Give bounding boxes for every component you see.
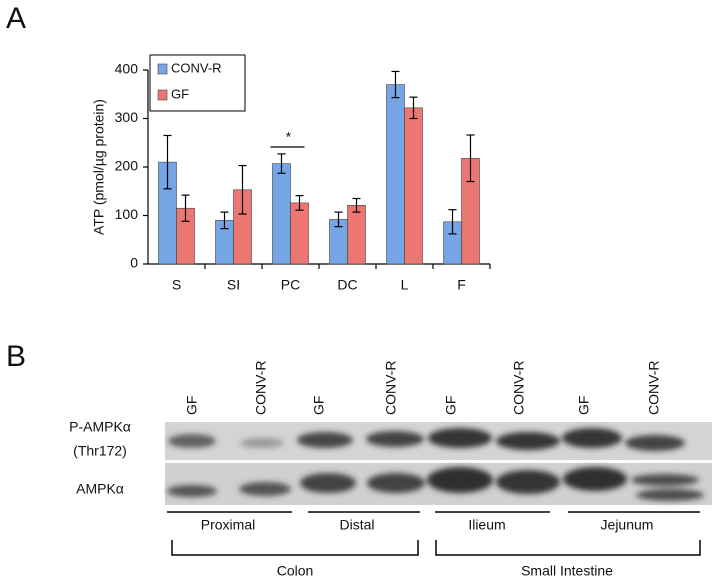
y-tick-label: 400 <box>115 61 139 77</box>
bar <box>386 84 405 265</box>
lane-label: CONV-R <box>646 361 662 415</box>
error-bar <box>238 164 247 215</box>
x-tick-label: S <box>172 277 181 293</box>
lane-label: GF <box>443 396 459 415</box>
legend-label: GF <box>171 86 189 101</box>
lane-label: GF <box>184 396 200 415</box>
x-tick-label: L <box>401 277 409 293</box>
bar <box>290 202 309 265</box>
bar <box>272 163 291 265</box>
row-label: (Thr172) <box>73 443 127 459</box>
lane-label: CONV-R <box>383 361 399 415</box>
y-axis-label: ATP (pmol/µg protein) <box>91 99 107 235</box>
lane-label: CONV-R <box>253 361 269 415</box>
y-tick-label: 100 <box>115 206 139 222</box>
legend-swatch <box>157 89 168 101</box>
legend-swatch <box>157 63 168 75</box>
error-bar <box>295 195 304 211</box>
error-bar <box>181 194 190 222</box>
x-tick-label: DC <box>337 277 357 293</box>
legend-label: CONV-R <box>171 60 222 75</box>
panel-label: A <box>6 2 26 35</box>
x-tick-label: F <box>457 277 466 293</box>
error-bar <box>277 153 286 174</box>
row-label: P-AMPKα <box>69 419 131 435</box>
error-bar <box>448 209 457 235</box>
error-bar <box>466 134 475 183</box>
row-label: AMPKα <box>76 481 124 497</box>
error-bar <box>334 211 343 228</box>
bands <box>167 428 704 501</box>
x-tick-label: SI <box>227 277 240 293</box>
annotation: * <box>286 129 292 145</box>
x-tick-label: PC <box>281 277 300 293</box>
group-label: Distal <box>339 517 374 533</box>
lane-label: GF <box>576 396 592 415</box>
group-label: Proximal <box>201 517 255 533</box>
blot <box>165 422 712 505</box>
lane-label: CONV-R <box>511 361 527 415</box>
error-bar <box>163 134 172 190</box>
group-label: Jejunum <box>601 517 654 533</box>
super-group-label: Colon <box>277 563 314 579</box>
error-bar <box>391 70 400 99</box>
error-bar <box>220 211 229 230</box>
error-bar <box>409 96 418 120</box>
brackets <box>167 511 701 556</box>
group-label: Ilieum <box>468 517 505 533</box>
super-group-label: Small Intestine <box>521 563 613 579</box>
y-tick-label: 200 <box>115 158 139 174</box>
panel-label: B <box>6 340 26 373</box>
lane-label: GF <box>311 396 327 415</box>
y-tick-label: 300 <box>115 109 139 125</box>
y-tick-label: 0 <box>130 255 138 271</box>
error-bar <box>352 197 361 213</box>
bar <box>347 205 366 265</box>
bar <box>404 107 423 265</box>
